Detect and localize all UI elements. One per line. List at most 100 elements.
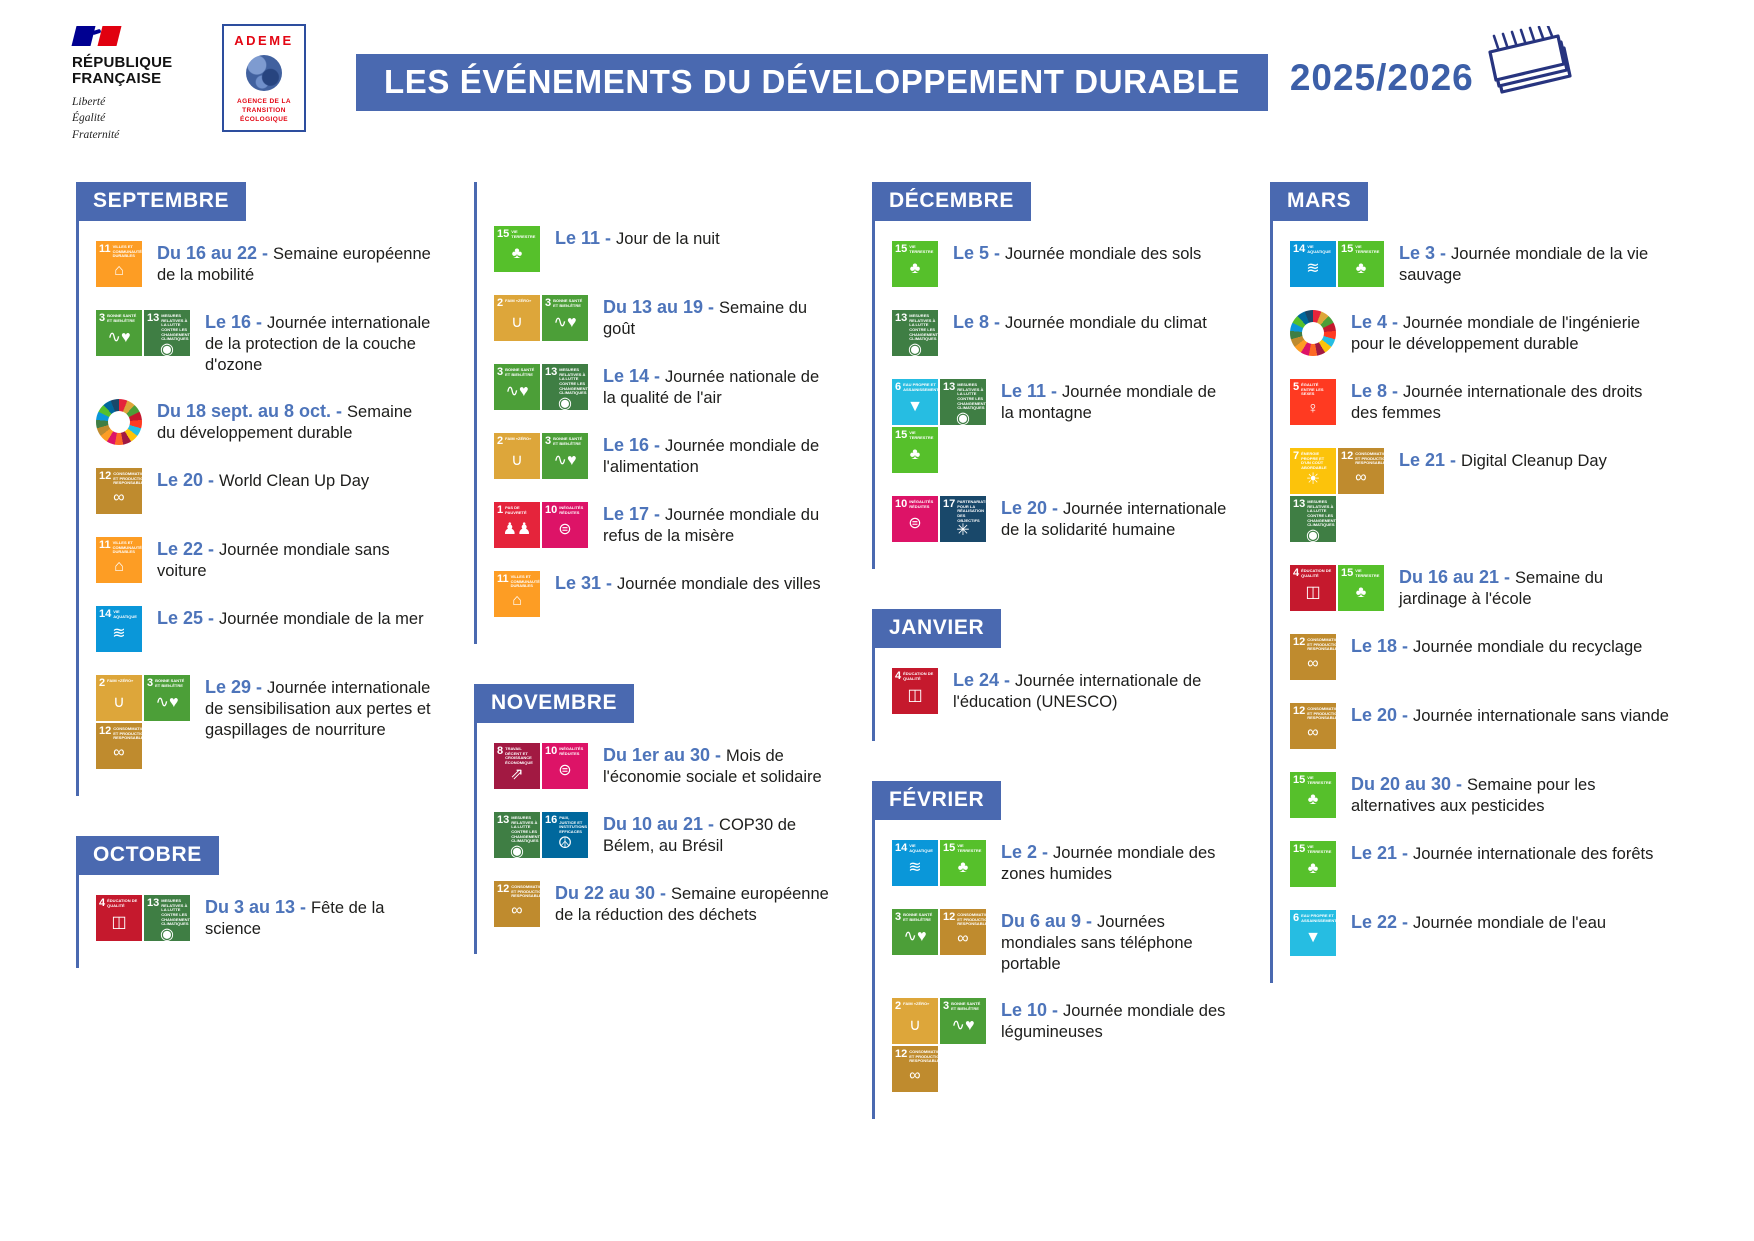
event-row: 12CONSOMMATION ET PRODUCTION RESPONSABLE… xyxy=(1290,702,1672,749)
sdg-3-icon: 3 BONNE SANTÉ ET BIEN-ÊTRE ∿♥ xyxy=(494,363,540,410)
sdg-12-glyph: ∞ xyxy=(1307,654,1319,672)
sdg-10-icon: 10 INÉGALITÉS RÉDUITES ⊜ xyxy=(542,742,588,789)
sdg-3-icon: 3 BONNE SANTÉ ET BIEN-ÊTRE ∿♥ xyxy=(144,674,190,721)
sdg-13-glyph: ◉ xyxy=(956,409,970,425)
sdg-15-icon: 15 VIE TERRESTRE ♣ xyxy=(940,839,986,886)
month-section-mars: MARS 14 VIE AQUATIQUE ≋ 15 VIE TERRESTRE ♣ Le 3… xyxy=(1270,181,1672,983)
event-date: Le 16 - xyxy=(205,311,268,332)
event-title: Semaine du jardinage à l'école xyxy=(1399,568,1604,608)
sdg-13-glyph: ◉ xyxy=(160,925,174,941)
event-icons: 10 INÉGALITÉS RÉDUITES ⊜ 17 PARTENARIATS POU… xyxy=(892,495,986,542)
event-date: Du 13 au 19 - xyxy=(603,296,720,317)
month-section-février: FÉVRIER 14 VIE AQUATIQUE ≋ 15 VIE TERRESTRE ♣ L… xyxy=(872,780,1228,1119)
event-date: Le 11 - xyxy=(555,227,617,248)
event-title: Journée internationale de sensibilisatio… xyxy=(205,678,431,739)
sdg-11-glyph: ⌂ xyxy=(512,591,522,609)
event-row: 11 VILLES ET COMMUNAUTÉS DURABLES ⌂ Le 31 -… xyxy=(494,570,830,617)
event-row: 2 FAIM «ZÉRO» ∪ 3 BONNE SANTÉ ET BIEN-ÊTRE ∿♥… xyxy=(494,294,830,341)
sdg-15-icon: 15 VIE TERRESTRE ♣ xyxy=(1338,240,1384,287)
event-row: 13 MESURES RELATIVES À LA LUTTE CONTRE LE… xyxy=(494,811,830,858)
event-icons: 5 ÉGALITÉ ENTRE LES SEXES ♀ xyxy=(1290,378,1336,425)
event-icons: 15 VIE TERRESTRE ♣ xyxy=(494,225,540,272)
event-date: Le 18 - xyxy=(1351,635,1414,656)
sdg-3-glyph: ∿♥ xyxy=(553,313,577,331)
event-row: 2 FAIM «ZÉRO» ∪ 3 BONNE SANTÉ ET BIEN-ÊTRE ∿♥… xyxy=(892,997,1228,1092)
event-icons: 4 ÉDUCATION DE QUALITÉ ◫ xyxy=(892,667,938,714)
event-icons: 14 VIE AQUATIQUE ≋ 15 VIE TERRESTRE ♣ xyxy=(1290,240,1384,287)
event-text: Le 5 - Journée mondiale des sols xyxy=(953,241,1201,265)
event-text: Le 11 - Journée mondiale de la montagne xyxy=(1001,379,1228,424)
event-text: Le 18 - Journée mondiale du recyclage xyxy=(1351,634,1642,658)
event-title: Journée mondiale de l'alimentation xyxy=(603,436,820,476)
event-date: Le 20 - xyxy=(1351,704,1414,725)
event-date: Le 20 - xyxy=(157,469,220,490)
event-date: Le 3 - xyxy=(1399,242,1452,263)
sdg-13-icon: 13 MESURES RELATIVES À LA LUTTE CONTRE LE… xyxy=(940,378,986,425)
event-row: 7 ÉNERGIE PROPRE ET D'UN COÛT ABORDABLE ☀ 1… xyxy=(1290,447,1672,542)
event-date: Le 20 - xyxy=(1001,497,1064,518)
event-date: Le 14 - xyxy=(603,365,666,386)
event-list: 8 TRAVAIL DÉCENT ET CROISSANCE ÉCONOMIQUE… xyxy=(477,742,830,927)
event-title: Journée mondiale de la mer xyxy=(219,609,424,628)
event-title: Journée mondiale sans voiture xyxy=(157,540,390,580)
event-title: Jour de la nuit xyxy=(616,229,720,248)
sdg-12-glyph: ∞ xyxy=(1355,468,1367,486)
event-list: 14 VIE AQUATIQUE ≋ 15 VIE TERRESTRE ♣ Le 3 - J… xyxy=(1273,240,1672,956)
sdg-6-icon: 6 EAU PROPRE ET ASSAINISSEMENT ▼ xyxy=(1290,909,1336,956)
sdg-15-icon: 15 VIE TERRESTRE ♣ xyxy=(1290,840,1336,887)
month-banner: OCTOBRE xyxy=(76,835,219,875)
sdg-3-icon: 3 BONNE SANTÉ ET BIEN-ÊTRE ∿♥ xyxy=(542,294,588,341)
event-date: Du 3 au 13 - xyxy=(205,896,312,917)
globe-icon xyxy=(246,55,282,91)
sdg-3-glyph: ∿♥ xyxy=(107,328,131,346)
republique-line1: RÉPUBLIQUE xyxy=(72,54,173,71)
event-title: Digital Cleanup Day xyxy=(1461,451,1607,470)
event-title: Semaine du développement durable xyxy=(157,402,413,442)
event-text: Du 1er au 30 - Mois de l'économie social… xyxy=(603,743,830,788)
event-text: Le 29 - Journée internationale de sensib… xyxy=(205,675,432,741)
event-text: Le 16 - Journée internationale de la pro… xyxy=(205,310,432,376)
event-text: Le 4 - Journée mondiale de l'ingénierie … xyxy=(1351,310,1672,355)
sdg-12-icon: 12CONSOMMATION ET PRODUCTION RESPONSABLE… xyxy=(96,467,142,514)
event-text: Le 16 - Journée mondiale de l'alimentati… xyxy=(603,433,830,478)
sdg-14-icon: 14 VIE AQUATIQUE ≋ xyxy=(96,605,142,652)
sdg-3-glyph: ∿♥ xyxy=(951,1016,975,1034)
event-text: Le 8 - Journée mondiale du climat xyxy=(953,310,1207,334)
event-text: Le 22 - Journée mondiale sans voiture xyxy=(157,537,432,582)
event-title: Journée internationale de la protection … xyxy=(205,313,431,374)
event-date: Du 6 au 9 - xyxy=(1001,910,1098,931)
event-title: Mois de l'économie sociale et solidaire xyxy=(603,746,822,786)
sdg-12-icon: 12CONSOMMATION ET PRODUCTION RESPONSABLE… xyxy=(1290,702,1336,749)
sdg-2-glyph: ∪ xyxy=(511,451,523,469)
month-banner: FÉVRIER xyxy=(872,780,1002,820)
event-row: 1 PAS DE PAUVRETÉ ♟♟ 10 INÉGALITÉS RÉDUITES ⊜… xyxy=(494,501,830,548)
event-text: Le 21 - Digital Cleanup Day xyxy=(1399,448,1607,472)
event-date: Le 8 - xyxy=(1351,380,1404,401)
sdg-15-glyph: ♣ xyxy=(1307,859,1319,877)
event-row: Du 18 sept. au 8 oct. - Semaine du dével… xyxy=(96,398,432,445)
event-row: 14 VIE AQUATIQUE ≋ 15 VIE TERRESTRE ♣ Le 2 - J… xyxy=(892,839,1228,886)
sdg-13-icon: 13 MESURES RELATIVES À LA LUTTE CONTRE LE… xyxy=(542,363,588,410)
event-title: Journée mondiale des zones humides xyxy=(1001,843,1216,883)
event-title: Journée internationale des forêts xyxy=(1413,844,1654,863)
sdg-7-icon: 7 ÉNERGIE PROPRE ET D'UN COÛT ABORDABLE ☀ xyxy=(1290,447,1336,494)
sdg-17-glyph: ✳ xyxy=(956,522,970,540)
event-row: 15 VIE TERRESTRE ♣ Le 21 - Journée internat… xyxy=(1290,840,1672,887)
event-row: 15 VIE TERRESTRE ♣ Le 5 - Journée mondiale … xyxy=(892,240,1228,287)
event-icons: 1 PAS DE PAUVRETÉ ♟♟ 10 INÉGALITÉS RÉDUITES ⊜ xyxy=(494,501,588,548)
event-icons: 2 FAIM «ZÉRO» ∪ 3 BONNE SANTÉ ET BIEN-ÊTRE ∿♥… xyxy=(892,997,986,1092)
sdg-17-icon: 17 PARTENARIATS POUR LA RÉALISATION DES O… xyxy=(940,495,986,542)
event-text: Le 20 - Journée internationale de la sol… xyxy=(1001,496,1228,541)
event-title: Journée internationale des droits des fe… xyxy=(1351,382,1643,422)
sdg-12-glyph: ∞ xyxy=(113,488,125,506)
sdg-2-icon: 2 FAIM «ZÉRO» ∪ xyxy=(96,674,142,721)
event-date: Le 16 - xyxy=(603,434,666,455)
sdg-12-icon: 12CONSOMMATION ET PRODUCTION RESPONSABLE… xyxy=(940,908,986,955)
sdg-13-glyph: ◉ xyxy=(558,394,572,410)
ademe-subtitle: AGENCE DE LA TRANSITION ÉCOLOGIQUE xyxy=(237,98,291,124)
event-text: Le 3 - Journée mondiale de la vie sauvag… xyxy=(1399,241,1672,286)
ademe-logo: ADEME AGENCE DE LA TRANSITION ÉCOLOGIQUE xyxy=(222,24,306,133)
event-date: Du 22 au 30 - xyxy=(555,882,672,903)
event-text: Le 2 - Journée mondiale des zones humide… xyxy=(1001,840,1228,885)
sdg-4-glyph: ◫ xyxy=(1305,583,1321,601)
